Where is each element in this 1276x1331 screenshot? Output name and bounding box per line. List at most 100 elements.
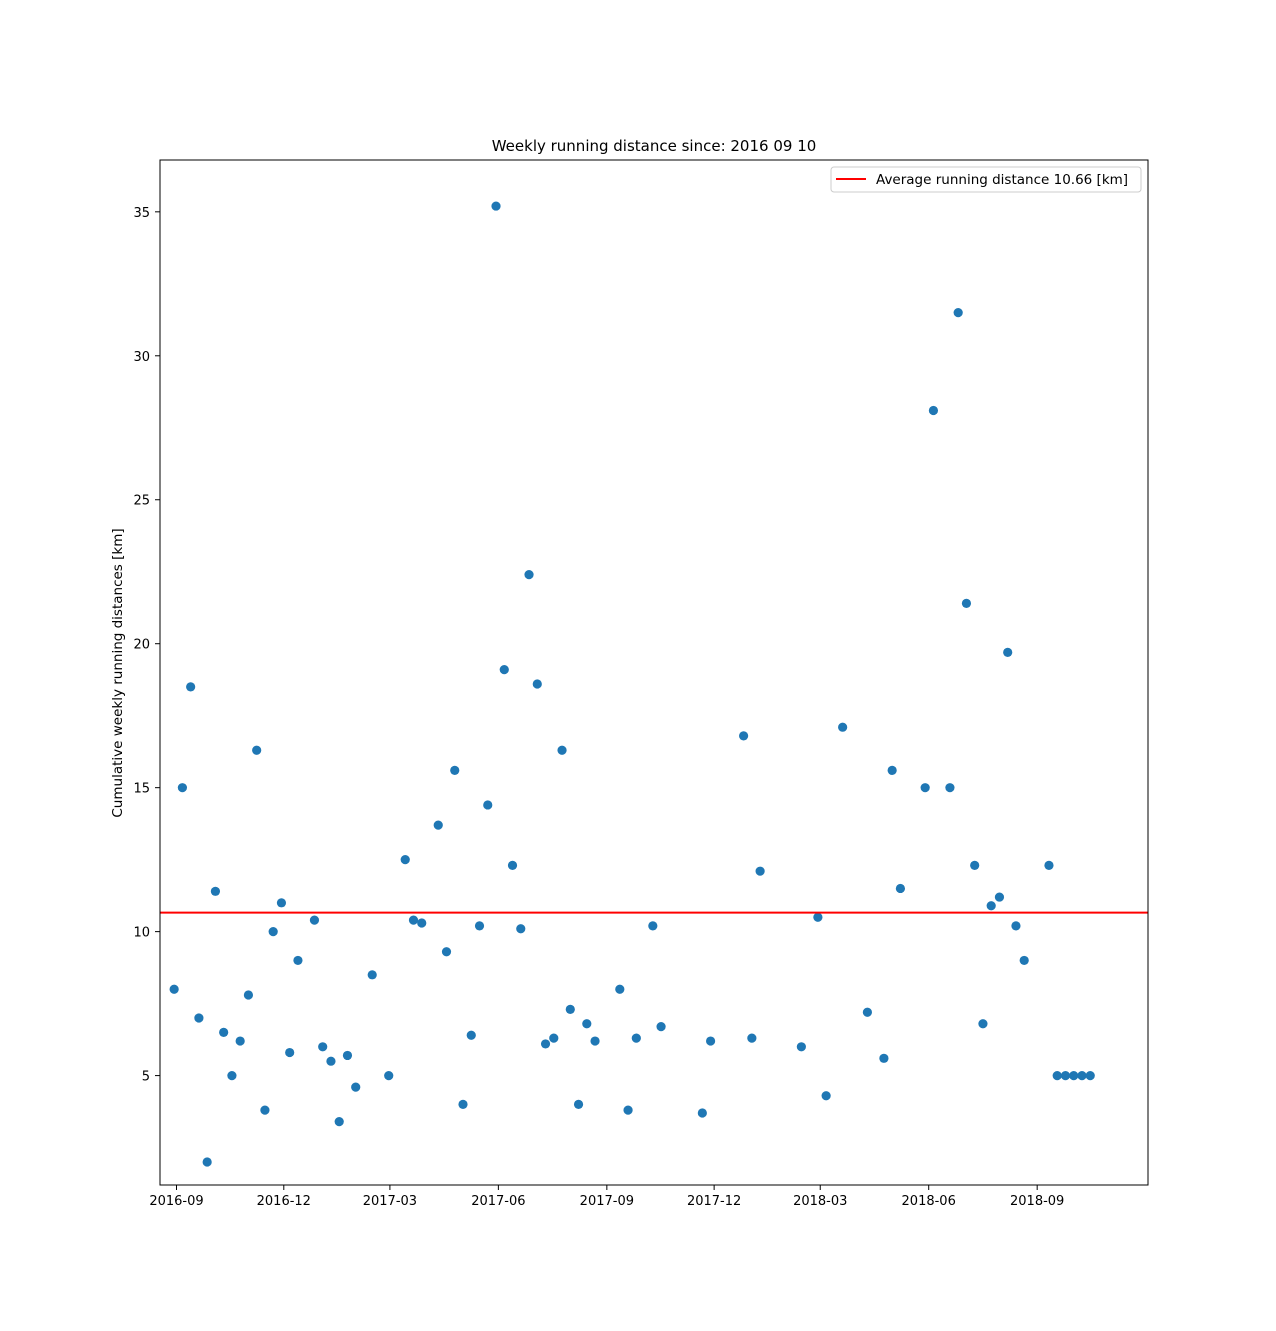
data-point xyxy=(928,405,939,416)
y-tick-label: 35 xyxy=(133,206,150,221)
data-point xyxy=(268,927,278,937)
data-point xyxy=(1003,647,1013,657)
y-tick-label: 25 xyxy=(133,494,150,509)
data-point xyxy=(945,783,955,793)
x-tick-label: 2017-03 xyxy=(363,1194,417,1209)
data-point xyxy=(219,1027,229,1038)
data-point xyxy=(821,1091,831,1101)
data-point xyxy=(838,722,848,732)
data-point xyxy=(747,1033,757,1043)
data-point xyxy=(970,860,980,871)
data-point xyxy=(862,1007,872,1017)
data-point xyxy=(194,1013,204,1023)
data-point xyxy=(1077,1070,1087,1081)
x-tick-label: 2017-09 xyxy=(580,1194,634,1209)
data-point xyxy=(573,1099,584,1109)
data-point xyxy=(276,898,287,908)
x-tick-label: 2016-09 xyxy=(149,1194,203,1209)
data-point xyxy=(887,765,897,775)
data-point xyxy=(986,901,996,911)
data-point xyxy=(796,1042,806,1052)
data-point xyxy=(400,855,410,865)
data-point xyxy=(342,1050,353,1061)
data-point xyxy=(417,918,427,928)
data-point xyxy=(1052,1070,1062,1081)
data-point xyxy=(334,1117,344,1127)
data-point xyxy=(1044,860,1054,871)
data-point xyxy=(384,1070,394,1081)
data-point xyxy=(978,1019,988,1029)
legend-label: Average running distance 10.66 [km] xyxy=(876,172,1128,188)
legend: Average running distance 10.66 [km] xyxy=(830,166,1142,193)
data-point xyxy=(293,955,303,966)
data-point xyxy=(235,1036,245,1046)
data-point xyxy=(433,820,443,830)
data-point xyxy=(1011,921,1021,931)
data-point xyxy=(879,1053,889,1063)
data-point xyxy=(565,1004,575,1014)
data-point xyxy=(318,1042,328,1052)
data-point xyxy=(961,598,972,608)
data-point xyxy=(227,1070,237,1081)
data-point xyxy=(623,1105,633,1115)
data-point xyxy=(582,1019,592,1029)
data-point xyxy=(367,970,377,980)
data-point xyxy=(540,1039,551,1049)
legend-box xyxy=(830,166,1142,193)
x-tick-label: 2017-12 xyxy=(687,1194,741,1209)
data-point xyxy=(458,1099,468,1109)
data-point xyxy=(994,892,1005,902)
data-point xyxy=(590,1036,600,1046)
axis-ticks: 2016-09 2016-12 2017-03 2017-06 2017-09 2017-… xyxy=(133,206,1064,1209)
data-point xyxy=(186,682,196,692)
data-point xyxy=(656,1022,666,1032)
data-point xyxy=(1069,1070,1079,1081)
data-point xyxy=(408,915,419,925)
data-point xyxy=(466,1030,476,1040)
data-point xyxy=(309,915,320,925)
data-point xyxy=(507,860,518,871)
x-tick-label: 2018-03 xyxy=(793,1194,847,1209)
data-point xyxy=(169,984,179,994)
y-tick-label: 20 xyxy=(133,638,150,653)
data-point xyxy=(516,924,526,934)
data-point xyxy=(648,921,658,931)
data-point xyxy=(210,886,221,896)
x-tick-label: 2018-06 xyxy=(902,1194,956,1209)
data-point xyxy=(920,783,930,793)
data-point xyxy=(483,800,493,810)
data-point xyxy=(697,1108,707,1118)
data-point xyxy=(351,1082,361,1092)
x-tick-label: 2016-12 xyxy=(257,1194,311,1209)
plot-frame xyxy=(159,159,1149,1186)
data-point xyxy=(450,765,460,775)
y-axis-label: Cumulative weekly running distances [km] xyxy=(110,528,126,817)
data-point xyxy=(1060,1070,1071,1081)
data-point xyxy=(326,1056,336,1066)
x-tick-label: 2018-09 xyxy=(1010,1194,1064,1209)
data-point xyxy=(549,1033,559,1043)
data-point xyxy=(285,1047,295,1058)
data-point xyxy=(739,731,749,741)
data-point xyxy=(615,984,625,994)
y-tick-label: 10 xyxy=(133,926,150,941)
chart-title: Weekly running distance since: 2016 09 1… xyxy=(492,137,817,155)
data-point xyxy=(252,745,262,755)
data-point xyxy=(474,921,485,931)
data-point xyxy=(1085,1070,1095,1081)
y-tick-label: 5 xyxy=(142,1070,150,1085)
data-point xyxy=(631,1033,641,1043)
data-point xyxy=(953,307,963,318)
x-tick-label: 2017-06 xyxy=(471,1194,525,1209)
data-points xyxy=(169,201,1095,1167)
y-tick-label: 30 xyxy=(133,350,150,365)
data-point xyxy=(441,947,452,957)
data-point xyxy=(532,679,542,689)
data-point xyxy=(755,866,765,876)
data-point xyxy=(499,665,509,675)
data-point xyxy=(895,883,906,894)
data-point xyxy=(557,745,567,755)
data-point xyxy=(705,1036,716,1046)
data-point xyxy=(524,570,534,580)
